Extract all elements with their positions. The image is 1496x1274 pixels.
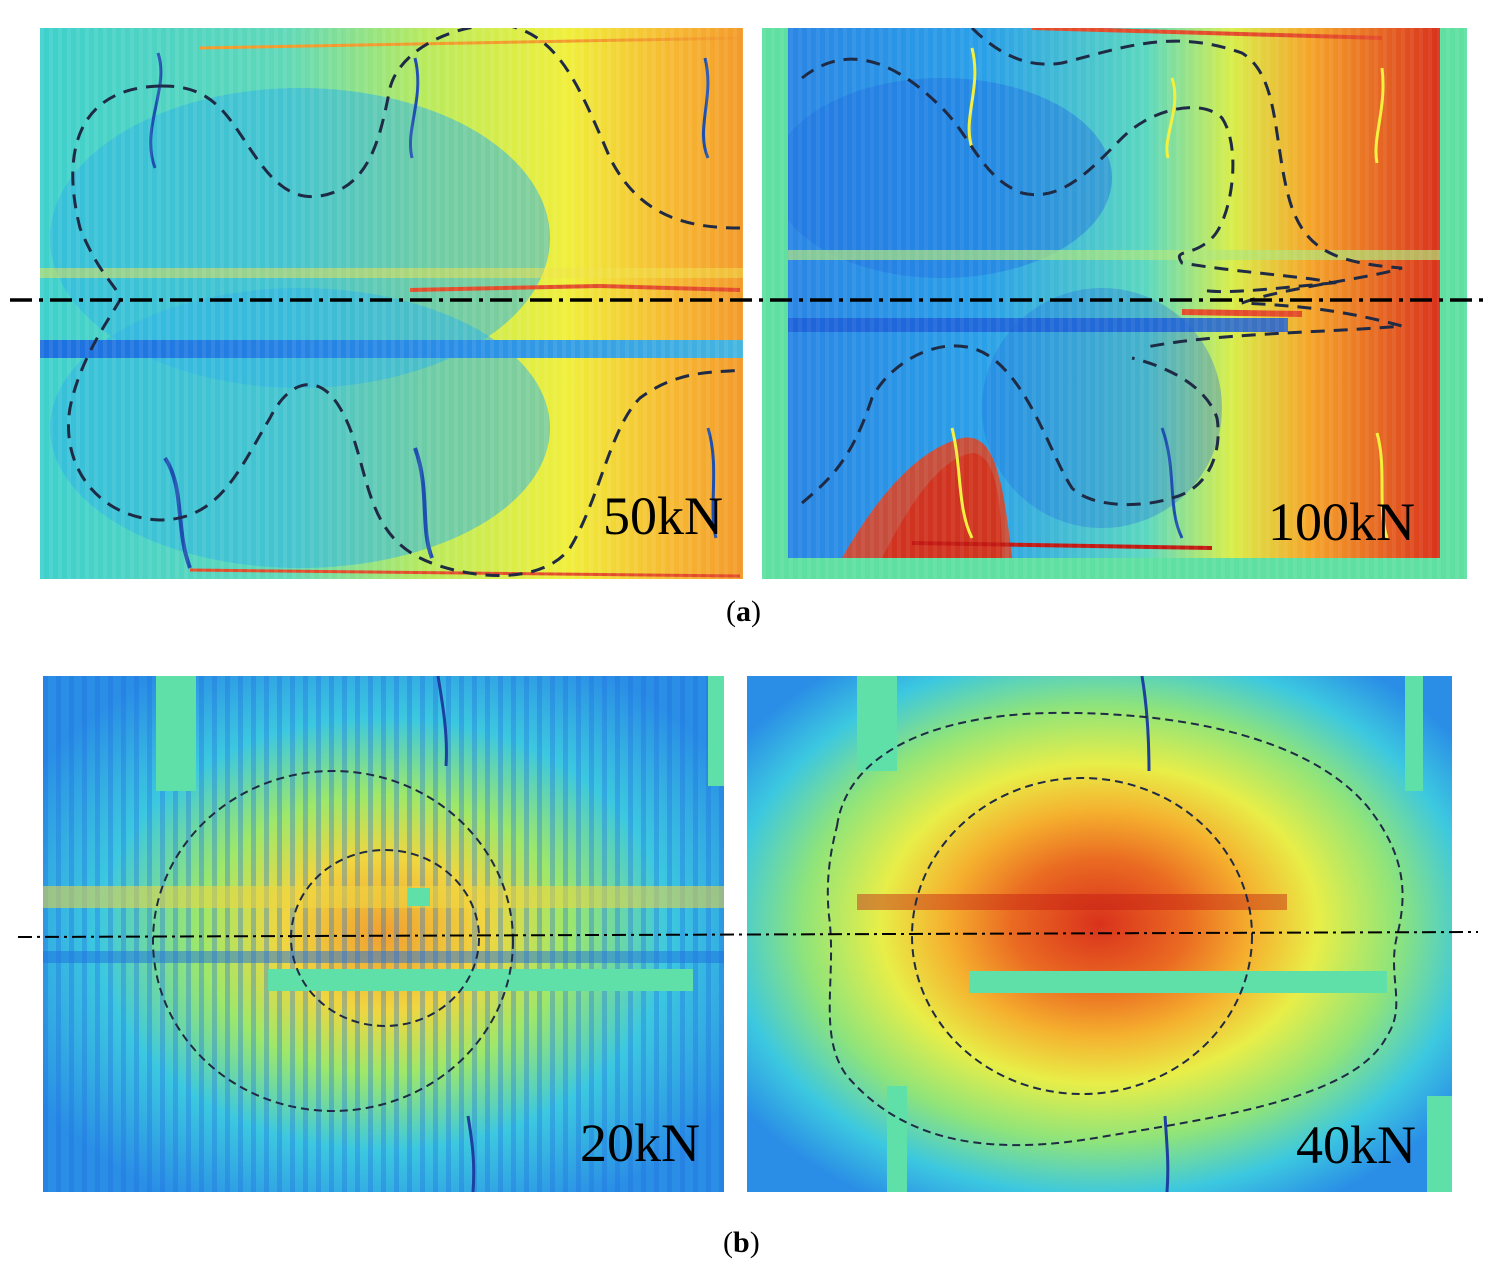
contour-line-outer [970,28,1403,350]
load-label-20kN: 20kN [580,1113,700,1173]
caption-a: (a) [726,595,761,628]
contour-line-lower [67,84,741,577]
caption-b: (b) [723,1226,760,1259]
strain-map-50kN [40,28,743,579]
panel-a-100kN: 100kN [762,28,1467,579]
contour-line-upper [801,57,1338,294]
load-label-50kN: 50kN [603,486,723,546]
contour-line-lower [801,344,1220,506]
strain-map-100kN [762,28,1467,579]
load-label-40kN: 40kN [1296,1115,1416,1175]
contour-line-upper [159,28,741,230]
caption-b-letter: b [733,1226,750,1259]
panel-b-40kN: 40kN [747,676,1452,1192]
caption-a-letter: a [736,595,751,628]
panel-a-50kN: 50kN [40,28,743,579]
load-label-100kN: 100kN [1268,492,1415,552]
contour-line-outer [152,770,514,1112]
panel-b-20kN: 20kN [43,676,724,1192]
contour-line-outer [826,711,1404,1147]
contour-line-inner [290,849,480,1027]
